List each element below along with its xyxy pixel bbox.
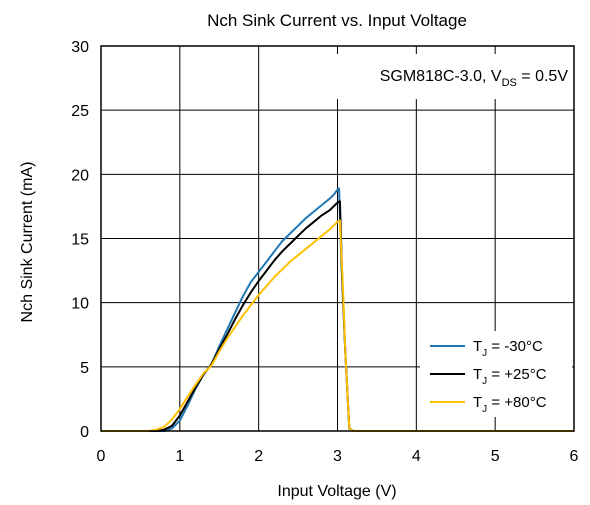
legend-label-series-3: TJ = +80°C bbox=[473, 394, 547, 415]
y-tick-label: 20 bbox=[71, 167, 89, 184]
x-axis-label: Input Voltage (V) bbox=[277, 483, 396, 500]
legend-label-series-2-tail: = +25°C bbox=[487, 366, 547, 383]
chart-title: Nch Sink Current vs. Input Voltage bbox=[207, 11, 467, 30]
annotation-tail: = 0.5V bbox=[517, 68, 568, 85]
annotation-main: SGM818C-3.0, V bbox=[380, 68, 502, 85]
series-line-2 bbox=[101, 200, 574, 432]
legend-label-series-1-tail: = -30°C bbox=[487, 338, 543, 355]
y-tick-label: 10 bbox=[71, 296, 89, 313]
annotation-subscript: DS bbox=[502, 77, 517, 89]
y-axis-label: Nch Sink Current (mA) bbox=[19, 162, 36, 323]
legend-label-series-3-sub: J bbox=[482, 404, 487, 415]
y-tick-label: 5 bbox=[80, 360, 89, 377]
tick-labels: 0 1 2 3 4 5 6 0 5 10 15 20 25 30 bbox=[71, 39, 578, 465]
x-tick-label: 4 bbox=[412, 448, 421, 465]
legend-label-series-2-main: T bbox=[473, 366, 482, 383]
legend-label-series-2: TJ = +25°C bbox=[473, 366, 547, 387]
x-tick-label: 5 bbox=[491, 448, 500, 465]
legend: TJ = -30°C TJ = +25°C TJ = +80°C bbox=[420, 331, 572, 417]
annotation-text: SGM818C-3.0, VDS = 0.5V bbox=[380, 68, 569, 89]
y-tick-label: 30 bbox=[71, 39, 89, 56]
x-tick-label: 1 bbox=[175, 448, 184, 465]
plot-frame bbox=[100, 45, 575, 432]
x-tick-label: 2 bbox=[254, 448, 263, 465]
legend-label-series-3-tail: = +80°C bbox=[487, 394, 547, 411]
legend-label-series-1: TJ = -30°C bbox=[473, 338, 543, 359]
legend-label-series-1-sub: J bbox=[482, 348, 487, 359]
series-lines bbox=[101, 187, 574, 432]
legend-label-series-2-sub: J bbox=[482, 376, 487, 387]
x-tick-label: 6 bbox=[570, 448, 579, 465]
y-tick-label: 0 bbox=[80, 424, 89, 441]
annotation-background bbox=[306, 54, 571, 99]
x-tick-label: 0 bbox=[97, 448, 106, 465]
legend-label-series-3-main: T bbox=[473, 394, 482, 411]
x-tick-label: 3 bbox=[333, 448, 342, 465]
gridlines bbox=[101, 46, 574, 431]
series-line-3 bbox=[101, 219, 574, 432]
y-tick-label: 25 bbox=[71, 103, 89, 120]
y-tick-label: 15 bbox=[71, 232, 89, 249]
legend-label-series-1-main: T bbox=[473, 338, 482, 355]
